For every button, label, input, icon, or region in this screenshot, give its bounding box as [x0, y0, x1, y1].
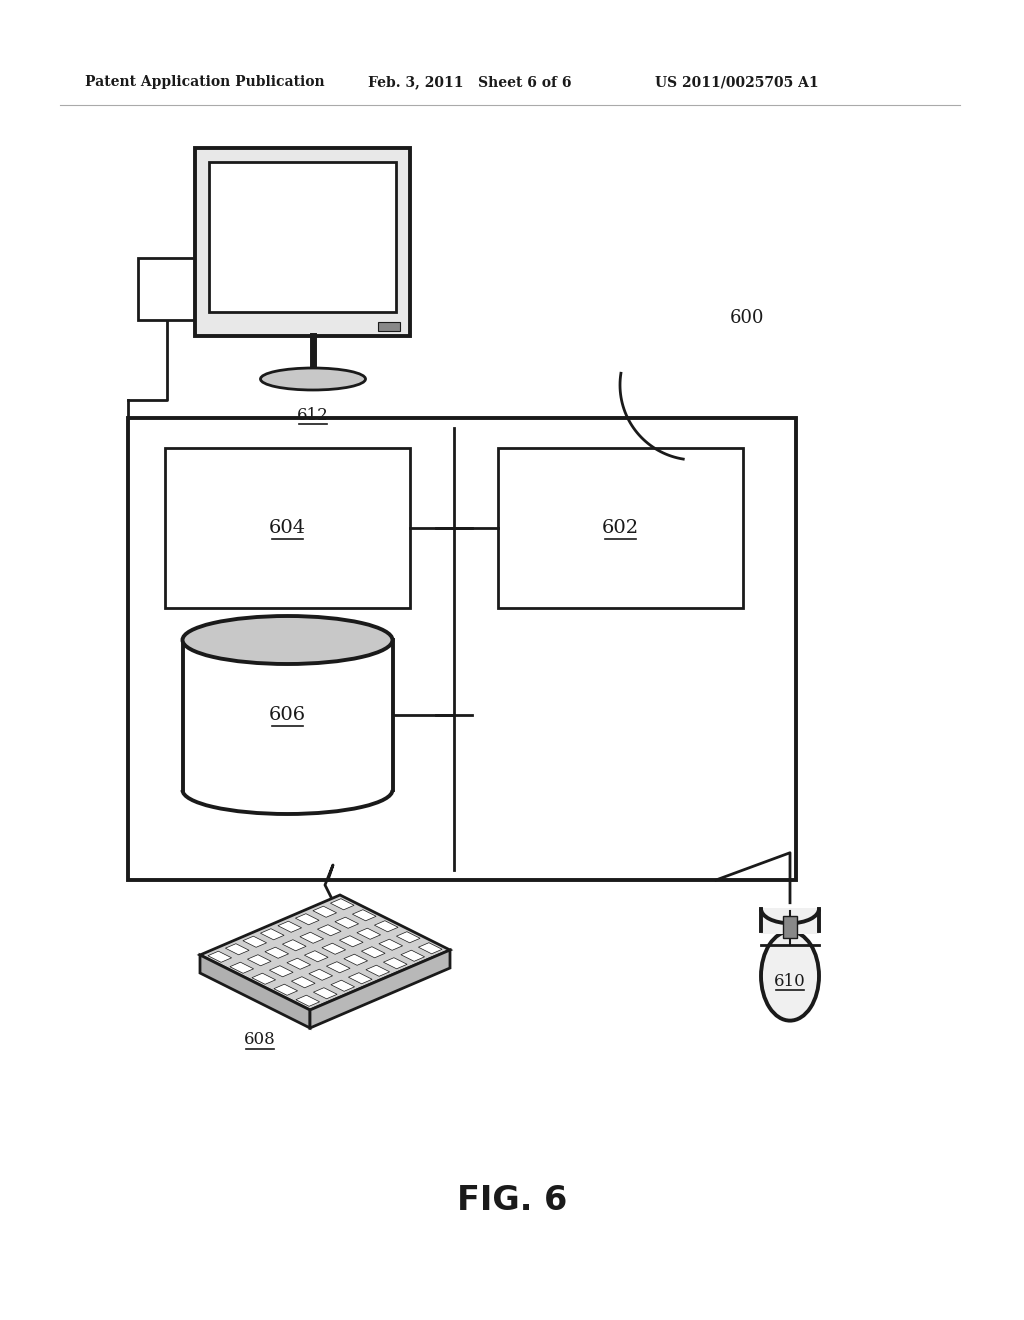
Bar	[209, 162, 396, 312]
Polygon shape	[401, 950, 425, 961]
Polygon shape	[379, 940, 402, 950]
Bar	[783, 916, 797, 939]
Bar	[182, 640, 392, 789]
Polygon shape	[357, 928, 381, 940]
Bar	[761, 908, 819, 935]
Bar	[498, 447, 743, 609]
Bar	[195, 148, 410, 337]
Polygon shape	[327, 962, 350, 973]
Polygon shape	[352, 909, 376, 921]
Text: 602: 602	[602, 519, 639, 537]
Polygon shape	[278, 921, 302, 932]
Polygon shape	[419, 942, 442, 954]
Text: 612: 612	[297, 407, 329, 424]
Polygon shape	[313, 907, 337, 917]
Polygon shape	[383, 958, 408, 969]
Polygon shape	[375, 921, 398, 932]
Text: 606: 606	[269, 706, 306, 723]
Polygon shape	[313, 987, 337, 999]
Bar	[128, 418, 796, 880]
Text: Patent Application Publication: Patent Application Publication	[85, 75, 325, 88]
Polygon shape	[208, 952, 231, 962]
Polygon shape	[348, 973, 372, 983]
Polygon shape	[396, 932, 420, 942]
Polygon shape	[287, 958, 310, 969]
Polygon shape	[322, 944, 346, 954]
Polygon shape	[283, 940, 306, 950]
Polygon shape	[361, 946, 385, 958]
Polygon shape	[252, 973, 275, 985]
Polygon shape	[200, 895, 450, 1010]
Polygon shape	[269, 966, 293, 977]
Ellipse shape	[182, 616, 392, 664]
Ellipse shape	[761, 932, 819, 1020]
Bar	[378, 322, 400, 331]
Polygon shape	[248, 954, 271, 966]
Polygon shape	[295, 913, 319, 925]
Text: Feb. 3, 2011   Sheet 6 of 6: Feb. 3, 2011 Sheet 6 of 6	[368, 75, 571, 88]
Polygon shape	[273, 985, 298, 995]
Polygon shape	[230, 962, 254, 973]
Text: 608: 608	[244, 1031, 275, 1048]
Text: US 2011/0025705 A1: US 2011/0025705 A1	[655, 75, 818, 88]
Polygon shape	[200, 954, 310, 1028]
Text: 604: 604	[269, 519, 306, 537]
Polygon shape	[331, 981, 354, 991]
Text: FIG. 6: FIG. 6	[457, 1184, 567, 1217]
Polygon shape	[243, 936, 266, 948]
Polygon shape	[339, 936, 364, 946]
Polygon shape	[331, 899, 354, 909]
Polygon shape	[317, 925, 341, 936]
Bar	[165, 447, 410, 609]
Polygon shape	[265, 948, 289, 958]
Polygon shape	[296, 995, 319, 1006]
Ellipse shape	[260, 368, 366, 389]
Polygon shape	[300, 932, 324, 944]
Polygon shape	[225, 944, 249, 954]
Polygon shape	[366, 965, 389, 977]
Bar	[138, 257, 196, 319]
Polygon shape	[292, 977, 315, 987]
Polygon shape	[260, 929, 284, 940]
Polygon shape	[309, 969, 333, 981]
Polygon shape	[304, 950, 328, 962]
Text: 600: 600	[730, 309, 765, 327]
Polygon shape	[335, 917, 358, 928]
Text: 610: 610	[774, 973, 806, 990]
Polygon shape	[344, 954, 368, 965]
Polygon shape	[310, 950, 450, 1028]
